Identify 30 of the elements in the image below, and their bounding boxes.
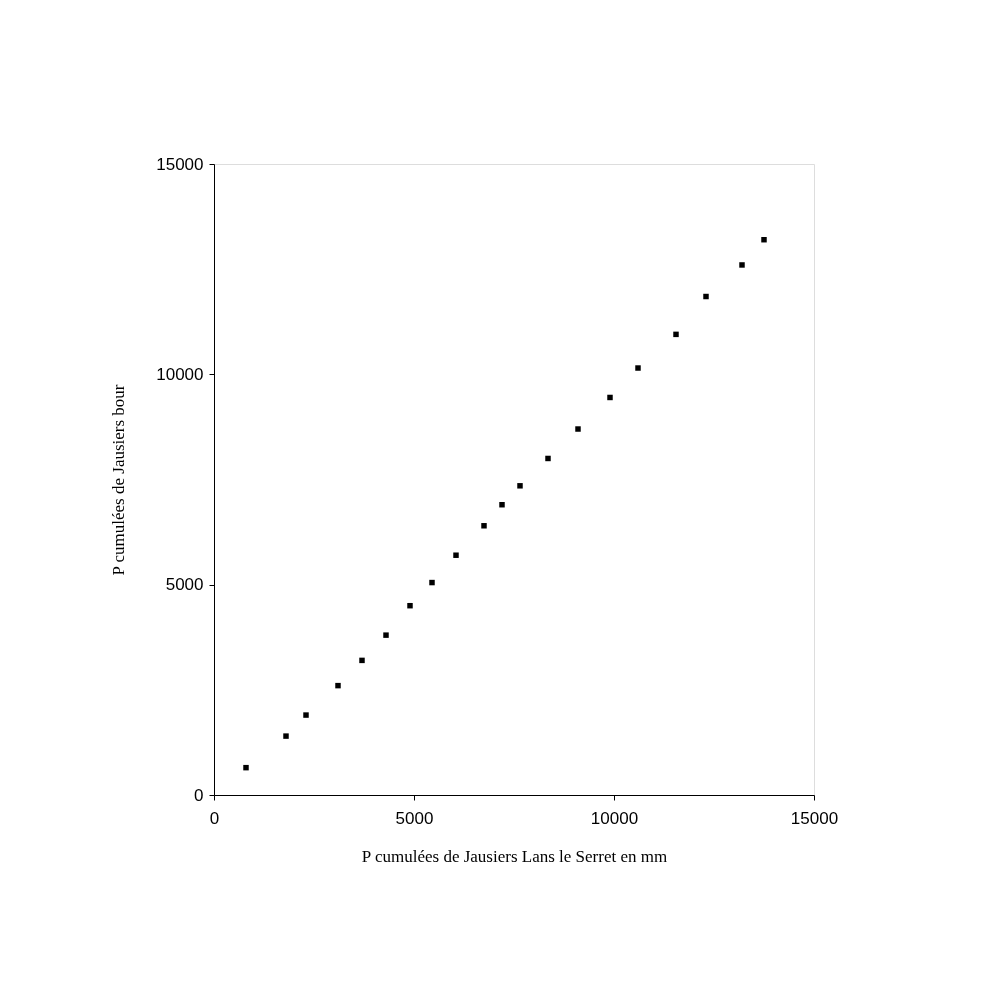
point [283, 733, 289, 739]
point [673, 331, 679, 338]
point [453, 552, 459, 558]
y-axis-title: P cumulées de Jausiers bour [109, 384, 129, 576]
point [243, 764, 249, 771]
y-tick-label: 0 [194, 785, 204, 805]
x-tick-label: 5000 [395, 808, 434, 828]
point [429, 579, 435, 586]
point [545, 455, 551, 462]
point [739, 262, 745, 268]
point [407, 602, 413, 609]
point [335, 682, 341, 689]
y-tick-label: 15000 [156, 154, 204, 174]
point [517, 483, 523, 489]
x-axis-title: P cumulées de Jausiers Lans le Serret en mm [361, 846, 668, 866]
point [635, 365, 641, 371]
point [761, 236, 767, 243]
point [607, 394, 613, 401]
point [481, 523, 487, 529]
x-tick-label: 10000 [590, 808, 639, 828]
x-tick-label: 0 [209, 808, 220, 828]
point [575, 426, 581, 432]
point [359, 657, 365, 664]
y-tick-label: 10000 [156, 364, 204, 384]
point [383, 632, 389, 638]
point [703, 293, 709, 300]
point [499, 502, 505, 508]
y-tick-label: 5000 [165, 575, 204, 595]
point [303, 712, 309, 718]
x-tick-label: 15000 [790, 808, 839, 828]
